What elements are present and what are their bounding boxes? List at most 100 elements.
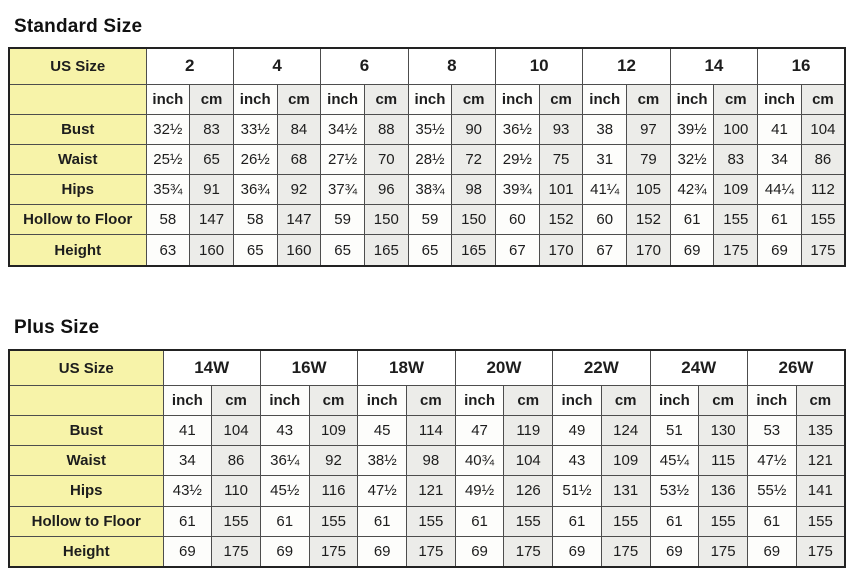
plus-size-title: Plus Size	[14, 317, 100, 338]
cm-value-cell: 83	[189, 113, 234, 145]
inch-value-cell: 45½	[259, 475, 310, 507]
inch-value-cell: 61	[552, 505, 602, 537]
cm-value-cell: 98	[451, 174, 496, 206]
cm-unit-header: cm	[189, 83, 234, 115]
cm-value-cell: 141	[795, 475, 846, 507]
cm-value-cell: 75	[538, 143, 584, 176]
inch-value-cell: 63	[145, 234, 191, 267]
cm-value-cell: 165	[451, 234, 496, 267]
cm-value-cell: 114	[406, 415, 456, 447]
cm-value-cell: 70	[363, 143, 409, 176]
inch-value-cell: 58	[232, 204, 278, 236]
size-column-header: 8	[407, 47, 497, 85]
inch-value-cell: 47½	[357, 475, 408, 507]
measurement-label: Bust	[8, 113, 147, 145]
cm-value-cell: 68	[276, 143, 322, 176]
cm-value-cell: 105	[626, 174, 671, 206]
us-size-corner-label: US Size	[8, 47, 147, 85]
cm-value-cell: 79	[626, 143, 671, 176]
cm-value-cell: 165	[363, 234, 409, 267]
size-column-header: 14	[669, 47, 759, 85]
table-row: Bust 32½ 83 33½ 84 34½ 88 35½ 90 36½ 93 38 97 39½ 100 4…	[8, 113, 846, 145]
size-header-row: US Size 14W 16W 18W 20W 22W 24W 26W	[8, 349, 846, 387]
inch-value-cell: 35¾	[145, 174, 191, 206]
empty-corner-cell	[8, 385, 164, 417]
inch-value-cell: 40¾	[454, 445, 505, 477]
cm-value-cell: 101	[538, 174, 584, 206]
inch-value-cell: 42¾	[669, 174, 715, 206]
inch-value-cell: 43½	[162, 475, 213, 507]
cm-value-cell: 130	[698, 415, 748, 447]
measurement-label: Hollow to Floor	[8, 505, 164, 537]
cm-unit-header: cm	[276, 83, 322, 115]
inch-value-cell: 69	[649, 535, 700, 568]
plus-size-table-container: US Size 14W 16W 18W 20W 22W 24W 26W inch cm inch cm…	[8, 349, 846, 568]
cm-unit-header: cm	[538, 83, 584, 115]
cm-unit-header: cm	[800, 83, 846, 115]
cm-value-cell: 126	[503, 475, 554, 507]
inch-value-cell: 29½	[495, 143, 540, 176]
cm-value-cell: 109	[308, 415, 359, 447]
inch-value-cell: 45¼	[649, 445, 700, 477]
cm-value-cell: 115	[698, 445, 748, 477]
inch-value-cell: 69	[357, 535, 408, 568]
inch-unit-header: inch	[357, 385, 408, 417]
inch-value-cell: 47½	[746, 445, 797, 477]
table-row: Hips 43½ 110 45½ 116 47½ 121 49½ 126 51½ 131 53½ 136…	[8, 475, 846, 507]
inch-value-cell: 36¾	[232, 174, 278, 206]
cm-value-cell: 86	[800, 143, 846, 176]
cm-value-cell: 96	[363, 174, 409, 206]
standard-size-title: Standard Size	[14, 16, 143, 37]
cm-value-cell: 98	[406, 445, 456, 477]
cm-value-cell: 72	[451, 143, 496, 176]
inch-value-cell: 44¼	[757, 174, 802, 206]
inch-value-cell: 65	[407, 234, 453, 267]
inch-unit-header: inch	[145, 83, 191, 115]
inch-value-cell: 51	[649, 415, 700, 447]
cm-unit-header: cm	[698, 385, 748, 417]
inch-unit-header: inch	[552, 385, 602, 417]
inch-value-cell: 61	[757, 204, 802, 236]
inch-value-cell: 35½	[407, 113, 453, 145]
inch-value-cell: 39¾	[495, 174, 540, 206]
cm-value-cell: 100	[713, 113, 759, 145]
cm-value-cell: 90	[451, 113, 496, 145]
inch-value-cell: 32½	[669, 143, 715, 176]
inch-value-cell: 37¾	[320, 174, 365, 206]
measurement-label: Waist	[8, 143, 147, 176]
cm-value-cell: 104	[800, 113, 846, 145]
cm-value-cell: 147	[276, 204, 322, 236]
table-row: Hips 35¾ 91 36¾ 92 37¾ 96 38¾ 98 39¾ 101 41¼ 105 42¾ 1…	[8, 174, 846, 206]
cm-unit-header: cm	[713, 83, 759, 115]
inch-value-cell: 69	[259, 535, 310, 568]
cm-unit-header: cm	[451, 83, 496, 115]
cm-value-cell: 147	[189, 204, 234, 236]
inch-value-cell: 61	[669, 204, 715, 236]
size-column-header: 26W	[746, 349, 846, 387]
cm-value-cell: 121	[795, 445, 846, 477]
unit-header-row: inch cm inch cm inch cm inch cm inch cm inch cm inch…	[8, 385, 846, 417]
cm-value-cell: 170	[538, 234, 584, 267]
measurement-label: Height	[8, 535, 164, 568]
cm-value-cell: 155	[600, 505, 651, 537]
cm-value-cell: 152	[626, 204, 671, 236]
inch-unit-header: inch	[232, 83, 278, 115]
size-column-header: 4	[232, 47, 322, 85]
cm-unit-header: cm	[406, 385, 456, 417]
cm-value-cell: 88	[363, 113, 409, 145]
inch-value-cell: 38½	[357, 445, 408, 477]
measurement-label: Height	[8, 234, 147, 267]
inch-unit-header: inch	[454, 385, 505, 417]
cm-value-cell: 160	[189, 234, 234, 267]
size-column-header: 10	[494, 47, 584, 85]
inch-unit-header: inch	[669, 83, 715, 115]
table-row: Hollow to Floor 58 147 58 147 59 150 59 150 60 152…	[8, 204, 846, 236]
cm-value-cell: 104	[211, 415, 261, 447]
inch-unit-header: inch	[649, 385, 700, 417]
size-column-header: 6	[320, 47, 409, 85]
cm-value-cell: 91	[189, 174, 234, 206]
cm-value-cell: 109	[600, 445, 651, 477]
measurement-label: Waist	[8, 445, 164, 477]
table-row: Height 63 160 65 160 65 165 65 165 67 170 67 170 69 17…	[8, 234, 846, 267]
inch-value-cell: 55½	[746, 475, 797, 507]
